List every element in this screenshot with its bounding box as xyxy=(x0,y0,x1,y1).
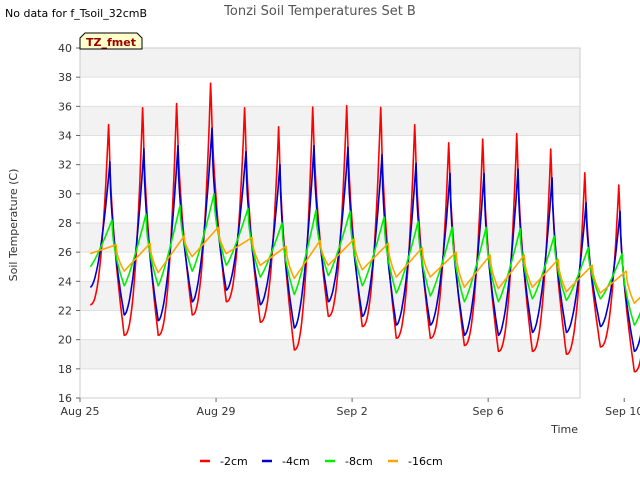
legend-label: -4cm xyxy=(282,455,310,468)
legend: -2cm -4cm -8cm -16cm xyxy=(200,455,443,468)
chart-title: Tonzi Soil Temperatures Set B xyxy=(223,4,416,19)
x-tick-label: Aug 25 xyxy=(61,405,100,418)
series-line-8cm xyxy=(89,193,640,326)
grid-band xyxy=(80,48,580,78)
grid-band xyxy=(80,368,580,398)
grid-band xyxy=(80,164,580,194)
y-tick-label: 16 xyxy=(58,392,72,405)
y-tick-label: 36 xyxy=(58,100,72,113)
x-tick-label: Aug 29 xyxy=(197,405,236,418)
y-axis-label: Soil Temperature (C) xyxy=(7,169,20,282)
y-tick-label: 18 xyxy=(58,363,72,376)
y-tick-label: 22 xyxy=(58,305,72,318)
y-tick-label: 28 xyxy=(58,217,72,230)
grid-band xyxy=(80,135,580,165)
tz-fmet-badge: TZ_fmet xyxy=(79,32,143,50)
x-axis: Aug 25 Aug 29 Sep 2 Sep 6 Sep 10 xyxy=(61,398,640,418)
badge-label: TZ_fmet xyxy=(86,36,136,49)
y-tick-label: 24 xyxy=(58,275,72,288)
x-tick-label: Sep 2 xyxy=(336,405,367,418)
y-tick-label: 38 xyxy=(58,71,72,84)
y-tick-label: 40 xyxy=(58,42,72,55)
no-data-note: No data for f_Tsoil_32cmB xyxy=(5,7,148,20)
y-tick-label: 26 xyxy=(58,246,72,259)
y-tick-label: 32 xyxy=(58,159,72,172)
grid-band xyxy=(80,77,580,107)
x-tick-label: Sep 6 xyxy=(473,405,504,418)
series-line-16cm xyxy=(89,226,640,305)
grid-band xyxy=(80,339,580,369)
series-lines xyxy=(89,82,640,373)
x-tick-label: Sep 10 xyxy=(605,405,640,418)
grid-bands xyxy=(80,47,580,399)
grid-band xyxy=(80,193,580,223)
series-line-4cm xyxy=(89,127,640,353)
legend-label: -8cm xyxy=(345,455,373,468)
y-tick-label: 30 xyxy=(58,188,72,201)
y-axis: 16 18 20 22 24 26 28 30 32 34 36 38 40 xyxy=(58,42,80,405)
legend-label: -2cm xyxy=(220,455,248,468)
y-tick-label: 20 xyxy=(58,334,72,347)
grid-band xyxy=(80,106,580,136)
y-tick-label: 34 xyxy=(58,130,72,143)
legend-label: -16cm xyxy=(408,455,443,468)
grid-band xyxy=(80,223,580,253)
x-axis-label: Time xyxy=(550,423,578,436)
